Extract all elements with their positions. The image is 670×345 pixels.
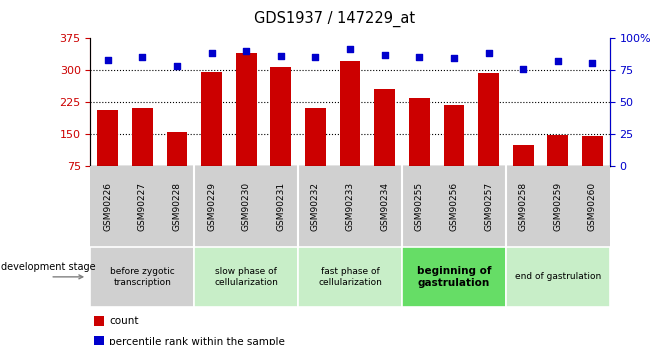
Text: GDS1937 / 147229_at: GDS1937 / 147229_at xyxy=(255,10,415,27)
Bar xyxy=(305,108,326,197)
Text: GSM90228: GSM90228 xyxy=(172,181,182,231)
Text: GSM90227: GSM90227 xyxy=(138,181,147,231)
Point xyxy=(241,48,252,53)
Point xyxy=(552,58,563,64)
Text: GSM90226: GSM90226 xyxy=(103,181,113,231)
Text: GSM90229: GSM90229 xyxy=(207,181,216,231)
Text: end of gastrulation: end of gastrulation xyxy=(515,272,601,282)
Text: GSM90260: GSM90260 xyxy=(588,181,597,231)
Bar xyxy=(409,98,429,197)
Text: count: count xyxy=(109,316,139,326)
Text: before zygotic
transcription: before zygotic transcription xyxy=(110,267,175,287)
Point xyxy=(587,61,598,66)
Bar xyxy=(97,110,118,197)
Bar xyxy=(444,105,464,197)
Bar xyxy=(132,108,153,197)
Text: GSM90232: GSM90232 xyxy=(311,181,320,231)
Text: GSM90255: GSM90255 xyxy=(415,181,424,231)
Text: GSM90259: GSM90259 xyxy=(553,181,562,231)
Point xyxy=(172,63,182,69)
Text: development stage: development stage xyxy=(1,262,95,272)
Text: slow phase of
cellularization: slow phase of cellularization xyxy=(214,267,278,287)
Point xyxy=(483,50,494,56)
Point xyxy=(310,54,321,60)
Text: GSM90258: GSM90258 xyxy=(519,181,528,231)
Point xyxy=(344,47,355,52)
Bar xyxy=(478,73,499,197)
Bar xyxy=(167,131,188,197)
Text: GSM90256: GSM90256 xyxy=(450,181,458,231)
Point xyxy=(206,50,217,56)
Text: GSM90257: GSM90257 xyxy=(484,181,493,231)
Bar xyxy=(201,72,222,197)
Point xyxy=(379,52,390,57)
Point xyxy=(518,66,529,71)
Bar xyxy=(513,145,533,197)
Point xyxy=(449,56,460,61)
Text: fast phase of
cellularization: fast phase of cellularization xyxy=(318,267,382,287)
Text: percentile rank within the sample: percentile rank within the sample xyxy=(109,337,285,345)
Bar xyxy=(271,67,291,197)
Point xyxy=(103,57,113,62)
Bar xyxy=(340,61,360,197)
Point xyxy=(137,54,147,60)
Point xyxy=(414,54,425,60)
Bar xyxy=(582,136,603,197)
Bar xyxy=(375,89,395,197)
Text: GSM90234: GSM90234 xyxy=(380,181,389,231)
Text: GSM90231: GSM90231 xyxy=(276,181,285,231)
Bar xyxy=(547,135,568,197)
Text: beginning of
gastrulation: beginning of gastrulation xyxy=(417,266,491,288)
Point xyxy=(275,53,286,59)
Bar xyxy=(236,53,257,197)
Text: GSM90230: GSM90230 xyxy=(242,181,251,231)
Text: GSM90233: GSM90233 xyxy=(346,181,354,231)
